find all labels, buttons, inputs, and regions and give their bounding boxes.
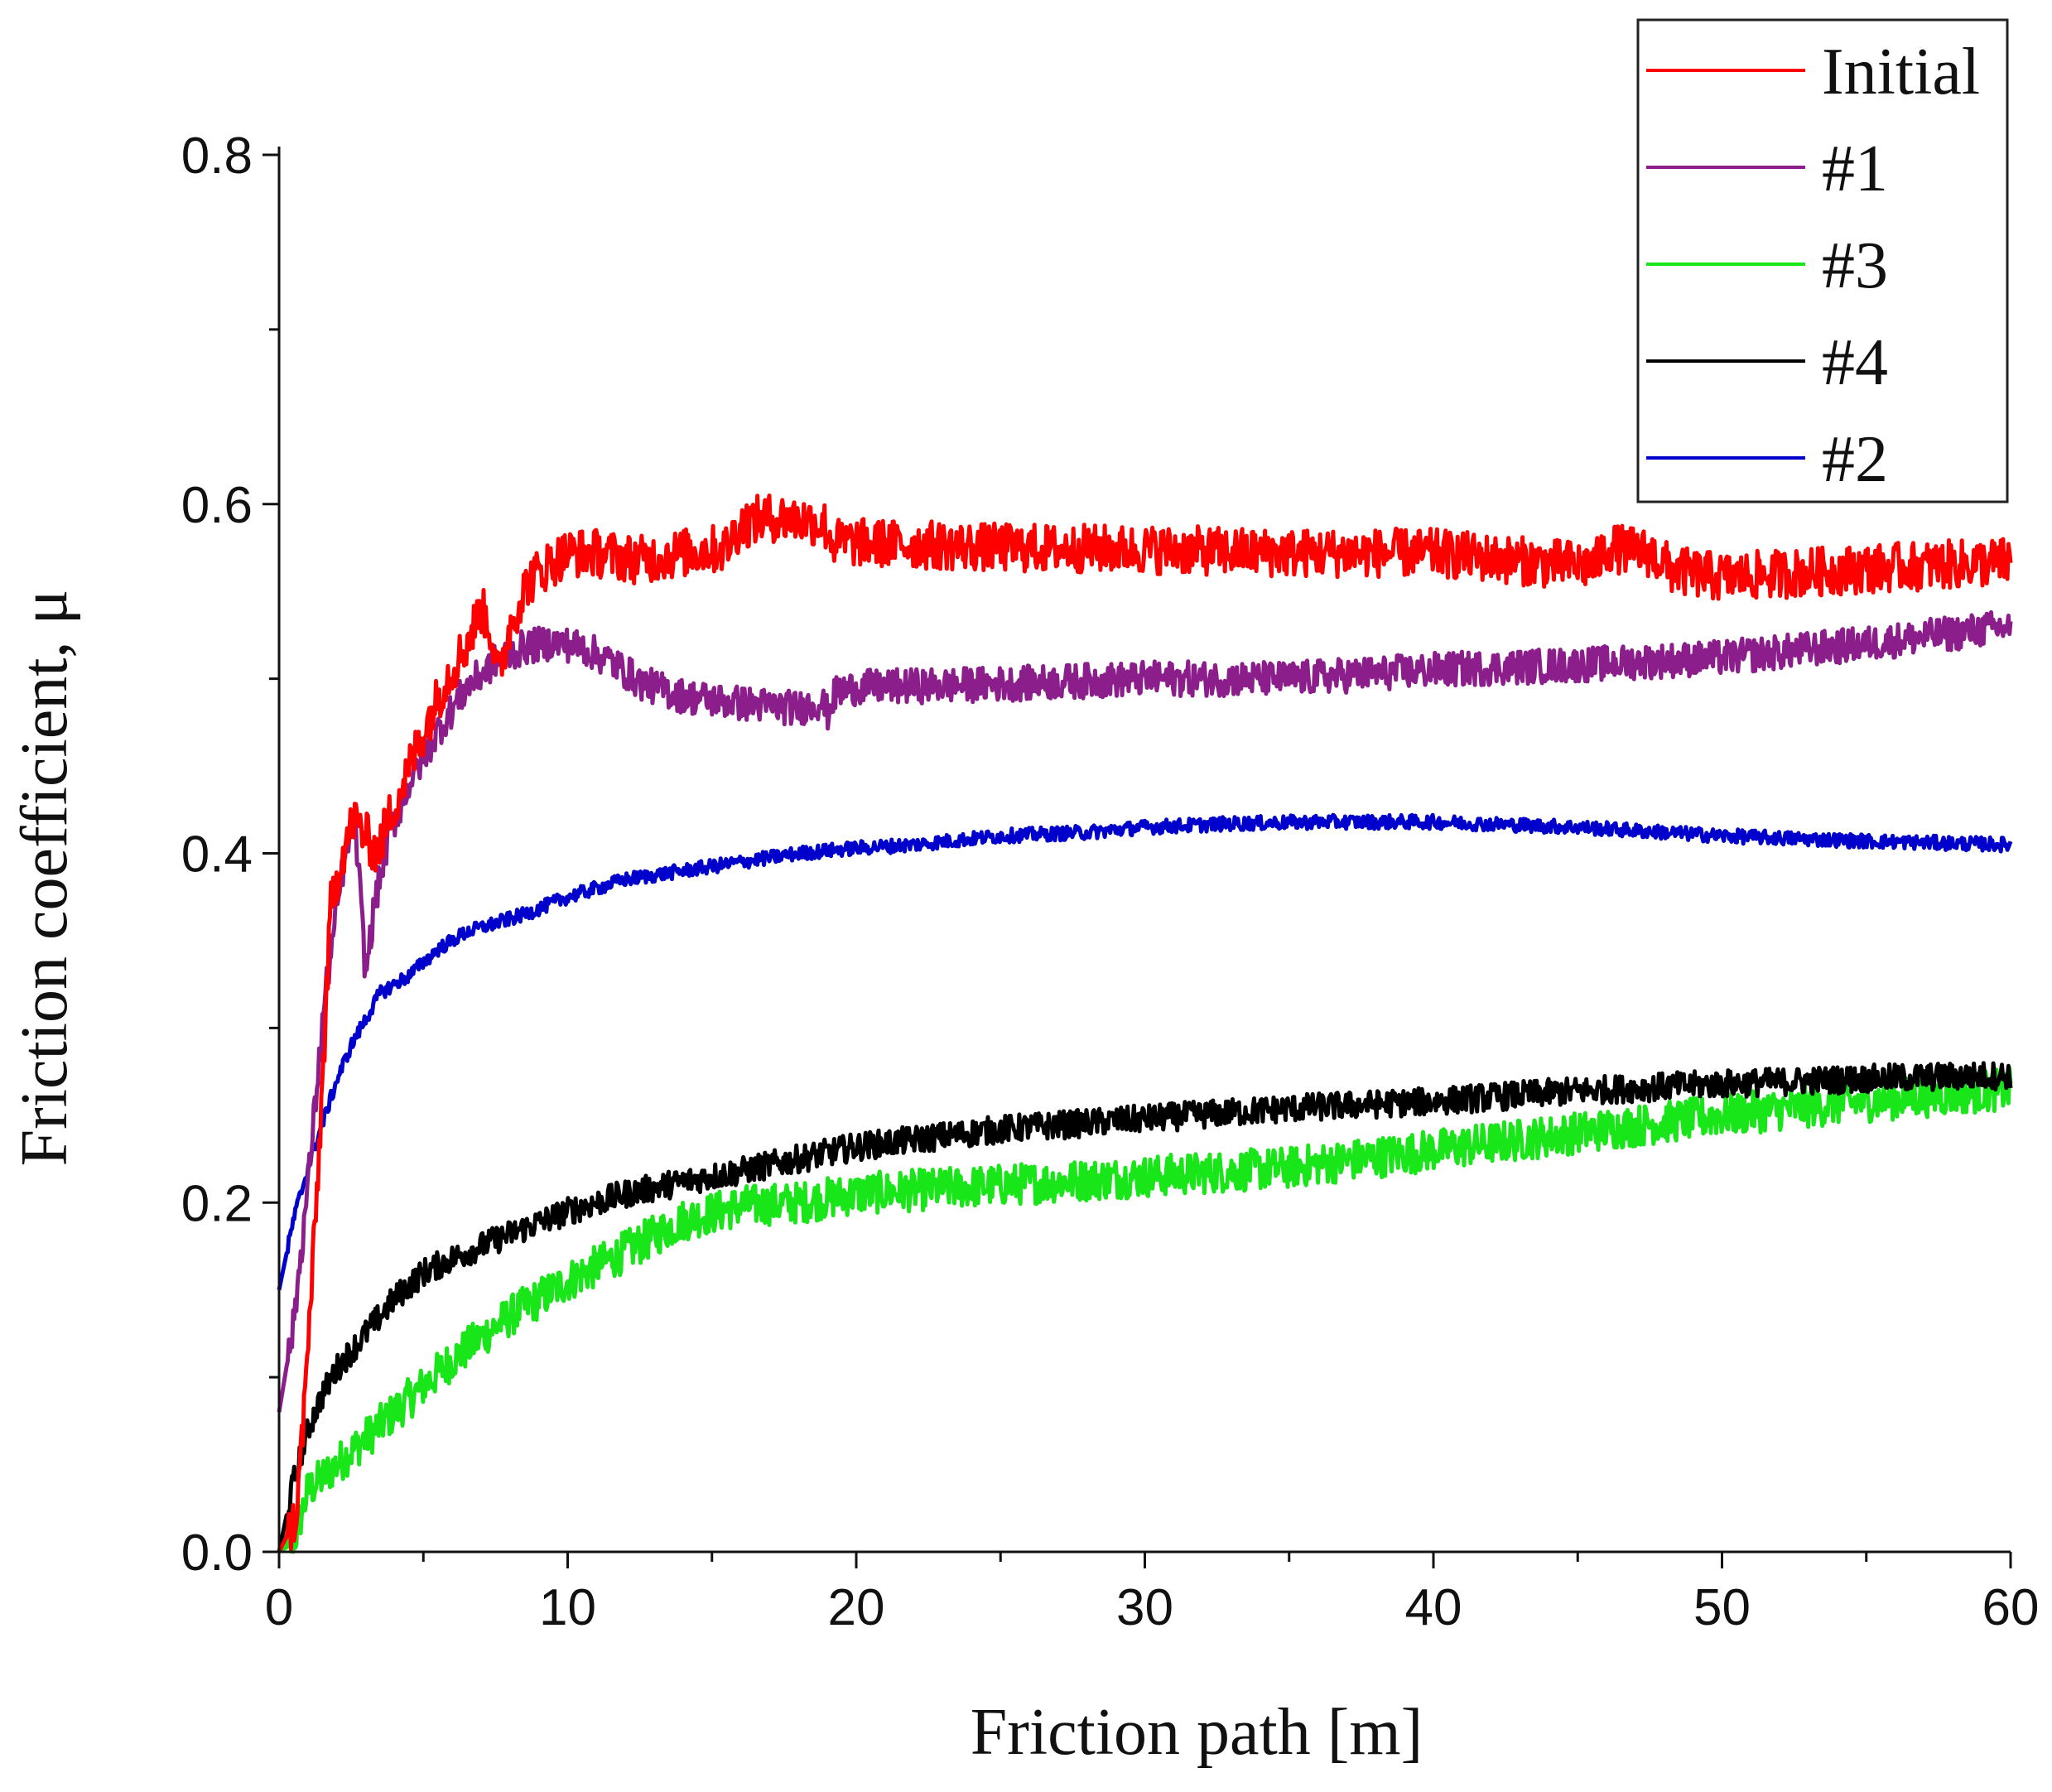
legend-label: Initial [1822, 36, 1980, 108]
x-tick-label: 10 [539, 1579, 596, 1636]
y-tick-label: 0.8 [181, 128, 253, 185]
legend-box [1636, 18, 2009, 503]
series-line-n4 [277, 1061, 2013, 1553]
x-tick-label: 40 [1405, 1579, 1462, 1636]
x-tick-label: 60 [1982, 1579, 2040, 1636]
series-line-initial [277, 494, 2013, 1554]
series-layer [277, 494, 2013, 1554]
x-tick-label: 30 [1116, 1579, 1173, 1636]
y-tick-label: 0.4 [181, 826, 253, 884]
x-tick-label: 50 [1693, 1579, 1751, 1636]
axes-layer: 0 10 20 30 40 50 60 0.0 0.2 0.4 0.6 0.8 [181, 128, 2040, 1636]
x-tick-label: 0 [265, 1579, 293, 1636]
legend-label: #4 [1822, 326, 1888, 399]
series-line-n1 [277, 609, 2013, 1413]
x-axis-title: Friction path [m] [971, 1696, 1423, 1769]
y-axis-title: Friction coefficient, μ [8, 590, 81, 1167]
y-tick-label: 0.2 [181, 1175, 253, 1232]
legend-label: #3 [1822, 229, 1888, 302]
legend: Initial #1 #3 #4 #2 [1636, 18, 2009, 503]
legend-label: #1 [1822, 132, 1888, 205]
legend-label: #2 [1822, 423, 1888, 496]
x-tick-label: 20 [828, 1579, 885, 1636]
series-line-n2 [277, 812, 2013, 1291]
y-tick-label: 0.6 [181, 477, 253, 534]
y-tick-label: 0.0 [181, 1525, 253, 1582]
series-line-n3 [277, 1066, 2013, 1554]
